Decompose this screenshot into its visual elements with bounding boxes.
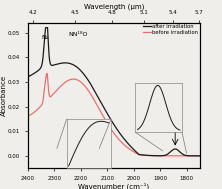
Text: N¹⁸O: N¹⁸O <box>165 119 179 124</box>
X-axis label: Wavenumber (cm⁻¹): Wavenumber (cm⁻¹) <box>78 182 149 189</box>
Y-axis label: Absorbance: Absorbance <box>0 75 6 116</box>
Text: NN¹⁸O: NN¹⁸O <box>68 33 88 37</box>
Legend: after irradiation, before irradiation: after irradiation, before irradiation <box>143 24 198 35</box>
Text: N₂: N₂ <box>41 35 48 40</box>
X-axis label: Wavelength (µm): Wavelength (µm) <box>84 4 144 10</box>
